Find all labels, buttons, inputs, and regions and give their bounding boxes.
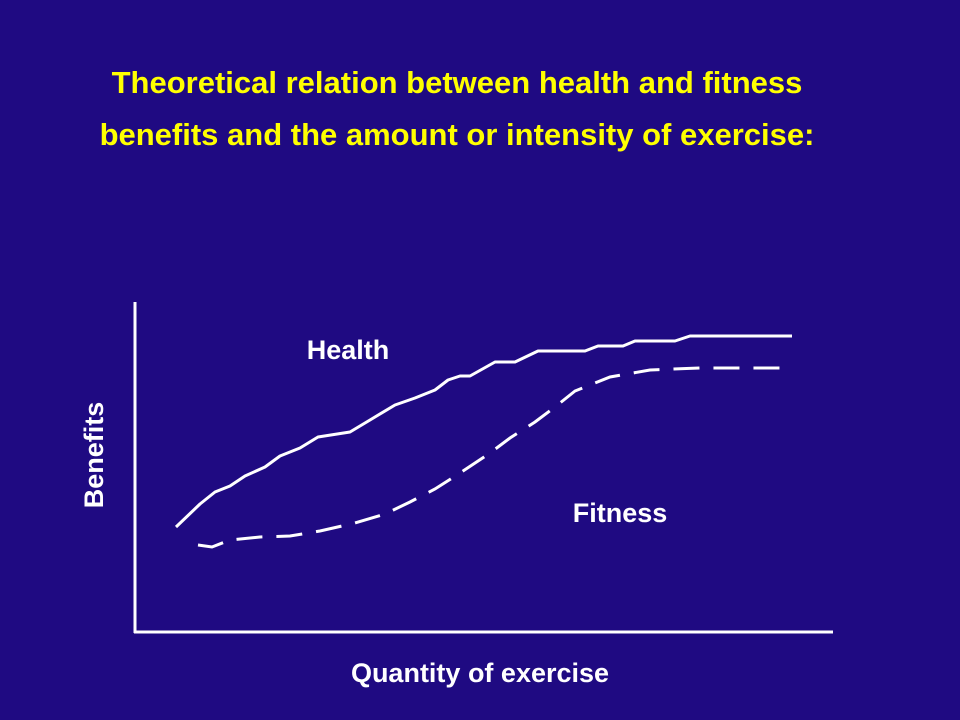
health-curve bbox=[174, 334, 792, 529]
title-line: benefits and the amount or intensity of … bbox=[100, 117, 815, 152]
y-axis-label: Benefits bbox=[79, 402, 109, 509]
curve-label: Fitness bbox=[573, 498, 668, 528]
title-line: Theoretical relation between health and … bbox=[112, 65, 803, 100]
x-axis-label: Quantity of exercise bbox=[351, 658, 609, 688]
curve-label: Health bbox=[307, 335, 390, 365]
fitness-curve bbox=[197, 366, 792, 549]
